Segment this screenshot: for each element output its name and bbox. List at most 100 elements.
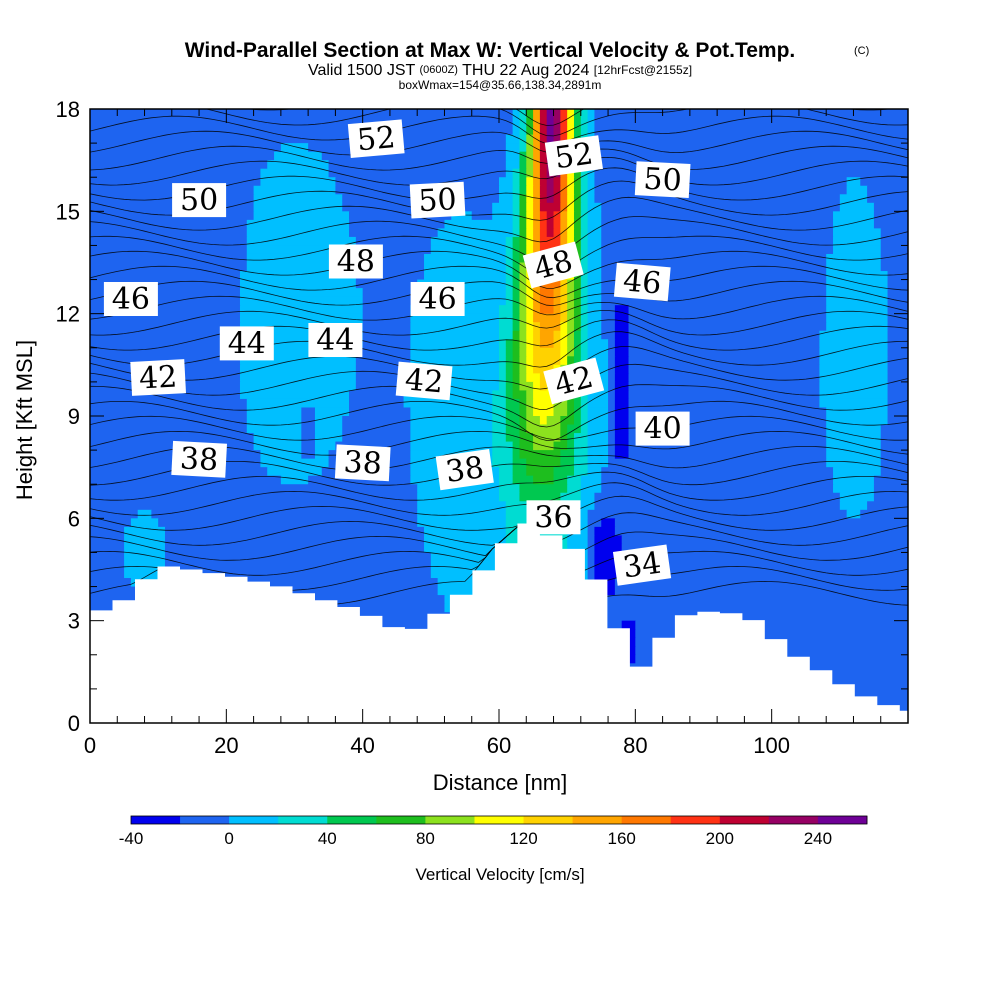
velocity-cell bbox=[362, 313, 411, 323]
velocity-cell bbox=[573, 467, 589, 477]
velocity-cell bbox=[614, 526, 908, 536]
velocity-cell bbox=[124, 526, 166, 536]
velocity-cell bbox=[410, 339, 500, 349]
velocity-cell bbox=[887, 390, 908, 400]
velocity-cell bbox=[614, 398, 630, 409]
subtitle-forecast: [12hrFcst@2155z] bbox=[594, 63, 692, 77]
velocity-cell bbox=[90, 151, 275, 161]
velocity-cell bbox=[526, 467, 555, 477]
velocity-cell bbox=[539, 126, 548, 136]
velocity-cell bbox=[546, 194, 555, 204]
velocity-cell bbox=[608, 373, 616, 383]
colorbar-tick-label: 160 bbox=[608, 829, 636, 848]
velocity-cell bbox=[301, 416, 316, 426]
velocity-cell bbox=[355, 262, 425, 272]
velocity-cell bbox=[519, 356, 527, 366]
velocity-cell bbox=[499, 330, 514, 340]
velocity-cell bbox=[560, 330, 568, 340]
velocity-cell bbox=[499, 484, 521, 494]
velocity-cell bbox=[90, 109, 514, 119]
velocity-cell bbox=[826, 416, 889, 426]
velocity-cell bbox=[614, 518, 908, 528]
velocity-cell bbox=[867, 501, 908, 511]
velocity-cell bbox=[492, 390, 507, 400]
velocity-cell bbox=[567, 219, 575, 229]
velocity-cell bbox=[239, 364, 357, 374]
velocity-cell bbox=[819, 339, 889, 349]
velocity-cell bbox=[614, 313, 630, 323]
velocity-cell bbox=[580, 109, 589, 119]
velocity-cell bbox=[860, 177, 908, 187]
velocity-cell bbox=[158, 518, 418, 528]
velocity-cell bbox=[533, 143, 541, 153]
velocity-cell bbox=[573, 330, 582, 340]
velocity-cell bbox=[539, 211, 548, 221]
velocity-cell bbox=[839, 501, 868, 511]
velocity-cell bbox=[90, 253, 248, 264]
contour-label-box bbox=[395, 361, 453, 401]
subtitle-utc-time: (0600Z) bbox=[419, 64, 458, 76]
velocity-cell bbox=[335, 177, 500, 187]
velocity-cell bbox=[819, 390, 889, 400]
velocity-cell bbox=[512, 467, 527, 477]
velocity-cell bbox=[526, 143, 534, 153]
velocity-cell bbox=[246, 262, 357, 272]
velocity-cell bbox=[546, 117, 555, 127]
velocity-cell bbox=[246, 407, 302, 417]
velocity-cell bbox=[424, 526, 507, 536]
velocity-cell bbox=[887, 398, 908, 409]
velocity-cell bbox=[587, 543, 596, 554]
velocity-cell bbox=[608, 458, 827, 468]
velocity-cell bbox=[539, 194, 548, 204]
velocity-cell bbox=[553, 339, 561, 349]
velocity-cell bbox=[567, 407, 575, 417]
velocity-cell bbox=[880, 253, 908, 264]
velocity-cell bbox=[424, 271, 507, 281]
velocity-cell bbox=[887, 305, 908, 315]
velocity-cell bbox=[239, 322, 364, 332]
velocity-cell bbox=[239, 279, 357, 289]
velocity-cell bbox=[580, 219, 589, 229]
velocity-cell bbox=[594, 543, 623, 554]
velocity-cell bbox=[499, 381, 507, 392]
velocity-cell bbox=[526, 219, 534, 229]
velocity-cell bbox=[833, 219, 875, 229]
colorbar-swatch bbox=[425, 816, 475, 824]
velocity-cell bbox=[567, 330, 575, 340]
velocity-cell bbox=[424, 543, 507, 554]
velocity-cell bbox=[505, 339, 514, 349]
y-tick-label: 9 bbox=[68, 404, 80, 429]
velocity-cell bbox=[90, 296, 241, 306]
contour-label-text: 38 bbox=[179, 441, 219, 478]
velocity-cell bbox=[519, 424, 527, 434]
isentrope-line bbox=[90, 235, 908, 278]
velocity-cell bbox=[567, 535, 589, 545]
velocity-cell bbox=[512, 347, 521, 357]
velocity-cell bbox=[512, 262, 521, 272]
velocity-cell bbox=[601, 236, 834, 247]
velocity-cell bbox=[260, 450, 302, 460]
velocity-cell bbox=[573, 416, 582, 426]
velocity-cell bbox=[614, 586, 908, 596]
velocity-cell bbox=[533, 305, 541, 315]
velocity-cell bbox=[164, 552, 432, 562]
velocity-cell bbox=[614, 373, 630, 383]
velocity-cell bbox=[533, 109, 541, 119]
velocity-cell bbox=[533, 219, 541, 229]
contour-label-box bbox=[130, 359, 187, 396]
velocity-cell bbox=[573, 228, 582, 238]
velocity-cell bbox=[887, 364, 908, 374]
velocity-cell bbox=[355, 356, 411, 366]
contour-label-text: 38 bbox=[343, 445, 383, 482]
velocity-cell bbox=[580, 339, 589, 349]
velocity-cell bbox=[499, 475, 514, 485]
velocity-cell bbox=[246, 416, 302, 426]
velocity-cell bbox=[539, 219, 548, 229]
x-tick-label: 100 bbox=[753, 733, 790, 758]
velocity-cell bbox=[573, 279, 582, 289]
velocity-cell bbox=[519, 253, 527, 264]
velocity-cell bbox=[512, 356, 521, 366]
velocity-cell bbox=[567, 339, 575, 349]
contour-label: 38 bbox=[334, 444, 391, 482]
velocity-cell bbox=[567, 475, 582, 485]
